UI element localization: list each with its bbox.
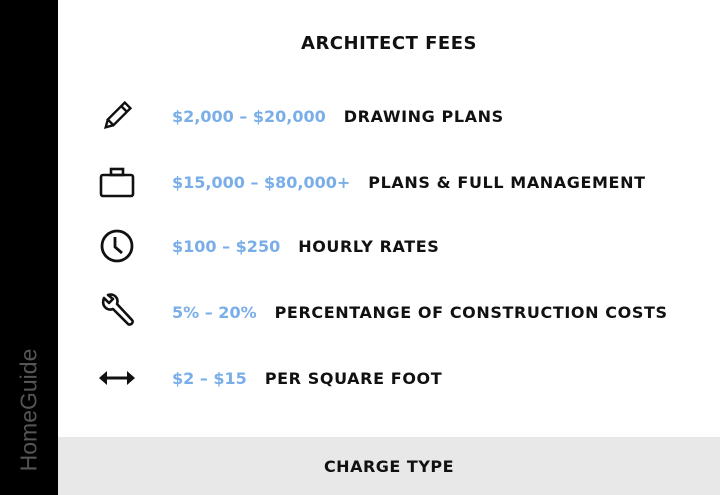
fee-label: PER SQUARE FOOT xyxy=(264,368,443,388)
fee-row-drawing-plans: $2,000 – $20,000 DRAWING PLANS xyxy=(95,96,504,136)
wrench-icon xyxy=(95,292,139,332)
fee-row-square-foot: $2 – $15 PER SQUARE FOOT xyxy=(95,358,442,398)
fee-label: PLANS & FULL MANAGEMENT xyxy=(368,172,646,192)
page-title: ARCHITECT FEES xyxy=(301,33,477,54)
fee-row-full-management: $15,000 – $80,000+ PLANS & FULL MANAGEME… xyxy=(95,162,646,202)
fee-price: $2,000 – $20,000 xyxy=(172,106,326,126)
fee-row-percentage: 5% – 20% PERCENTANGE OF CONSTRUCTION COS… xyxy=(95,292,668,332)
footer-charge-type: CHARGE TYPE xyxy=(58,437,720,495)
clock-icon xyxy=(95,226,139,266)
double-arrow-icon xyxy=(95,358,139,398)
fee-row-hourly: $100 – $250 HOURLY RATES xyxy=(95,226,439,266)
fee-price: $15,000 – $80,000+ xyxy=(172,172,351,192)
fee-price: $2 – $15 xyxy=(172,368,247,388)
fee-price: 5% – 20% xyxy=(172,302,257,322)
fee-label: HOURLY RATES xyxy=(298,236,440,256)
fee-label: DRAWING PLANS xyxy=(343,106,504,126)
brand-logo: HomeGuide xyxy=(15,348,42,472)
fee-price: $100 – $250 xyxy=(172,236,281,256)
pencil-icon xyxy=(95,96,139,136)
fee-label: PERCENTANGE OF CONSTRUCTION COSTS xyxy=(274,302,668,322)
briefcase-icon xyxy=(95,162,139,202)
brand-sidebar: HomeGuide xyxy=(0,0,58,495)
